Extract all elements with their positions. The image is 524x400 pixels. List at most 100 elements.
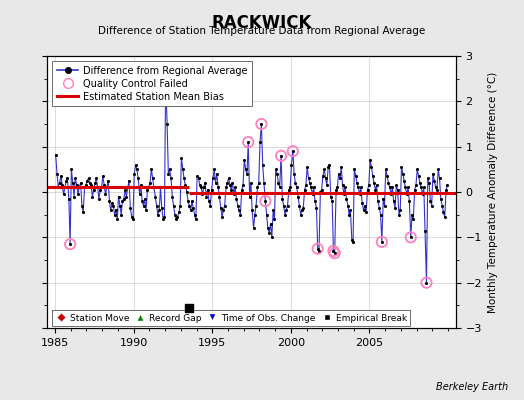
Point: [304, 175, 313, 182]
Point: [69, 180, 77, 186]
Point: [394, 186, 402, 193]
Point: [405, 198, 413, 204]
Point: [277, 152, 285, 159]
Point: [185, 202, 193, 209]
Point: [151, 193, 159, 200]
Point: [117, 212, 125, 218]
Point: [79, 209, 88, 216]
Point: [214, 184, 222, 191]
Point: [402, 191, 411, 198]
Legend: Station Move, Record Gap, Time of Obs. Change, Empirical Break: Station Move, Record Gap, Time of Obs. C…: [52, 310, 410, 326]
Point: [318, 186, 326, 193]
Point: [174, 209, 183, 216]
Point: [184, 198, 192, 204]
Point: [358, 200, 366, 206]
Point: [347, 236, 356, 243]
Point: [277, 152, 285, 159]
Point: [137, 182, 145, 188]
Point: [299, 205, 308, 211]
Point: [263, 212, 271, 218]
Point: [290, 171, 298, 177]
Point: [171, 212, 179, 218]
Point: [57, 173, 65, 179]
Point: [116, 202, 124, 209]
Point: [192, 216, 200, 222]
Point: [378, 239, 386, 245]
Point: [161, 73, 170, 80]
Point: [279, 202, 288, 209]
Point: [349, 239, 357, 245]
Point: [397, 164, 406, 170]
Point: [268, 234, 276, 240]
Point: [396, 207, 405, 213]
Point: [71, 175, 80, 182]
Point: [143, 186, 151, 193]
Point: [256, 139, 264, 145]
Point: [381, 166, 390, 172]
Point: [244, 139, 253, 145]
Point: [392, 182, 400, 188]
Point: [352, 173, 360, 179]
Point: [122, 193, 130, 200]
Point: [54, 183, 62, 190]
Point: [242, 166, 250, 172]
Point: [62, 178, 70, 184]
Point: [391, 205, 399, 211]
Point: [235, 207, 243, 213]
Point: [249, 225, 258, 232]
Point: [160, 214, 169, 220]
Point: [205, 198, 213, 204]
Point: [255, 180, 263, 186]
Point: [350, 166, 358, 172]
Point: [404, 184, 412, 191]
Point: [305, 180, 314, 186]
Point: [271, 166, 280, 172]
Y-axis label: Monthly Temperature Anomaly Difference (°C): Monthly Temperature Anomaly Difference (…: [488, 71, 498, 313]
Point: [209, 175, 217, 182]
Point: [231, 184, 239, 191]
Point: [367, 164, 376, 170]
Point: [412, 182, 420, 188]
Point: [361, 202, 369, 209]
Point: [291, 180, 300, 186]
Point: [310, 184, 318, 191]
Point: [106, 207, 115, 213]
Point: [380, 202, 389, 209]
Point: [264, 225, 272, 232]
Point: [177, 155, 185, 161]
Point: [97, 184, 106, 191]
Point: [250, 212, 259, 218]
Point: [193, 173, 201, 179]
Point: [168, 193, 177, 200]
Point: [297, 212, 305, 218]
Point: [104, 178, 112, 184]
Point: [313, 246, 322, 252]
Point: [72, 182, 81, 188]
Point: [58, 182, 67, 188]
Point: [109, 202, 117, 209]
Point: [222, 184, 230, 191]
Point: [346, 207, 355, 213]
Point: [221, 202, 229, 209]
Point: [159, 216, 167, 222]
Point: [300, 186, 309, 193]
Point: [167, 175, 175, 182]
Point: [67, 166, 75, 172]
Point: [287, 162, 296, 168]
Point: [181, 182, 190, 188]
Point: [337, 164, 345, 170]
Point: [341, 184, 350, 191]
Point: [161, 73, 170, 80]
Point: [441, 214, 449, 220]
Point: [113, 216, 122, 222]
Point: [132, 162, 140, 168]
Point: [64, 196, 73, 202]
Point: [197, 184, 205, 191]
Point: [417, 184, 425, 191]
Point: [100, 182, 108, 188]
Point: [180, 175, 188, 182]
Point: [127, 214, 136, 220]
Point: [423, 175, 432, 182]
Point: [155, 207, 163, 213]
Point: [384, 180, 392, 186]
